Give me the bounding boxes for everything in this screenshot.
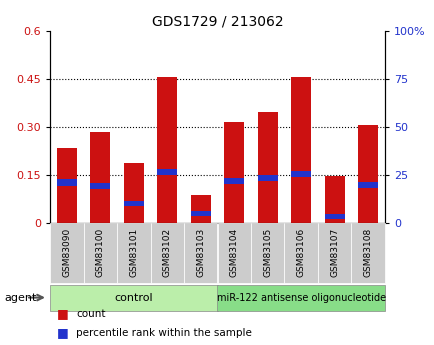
Bar	[56, 148, 77, 223]
Bar	[324, 214, 344, 219]
Bar	[190, 195, 210, 223]
Bar	[190, 211, 210, 216]
Bar	[123, 201, 144, 206]
Bar	[290, 170, 311, 177]
Text: GSM83107: GSM83107	[329, 228, 339, 277]
Bar	[257, 112, 277, 223]
Text: GSM83100: GSM83100	[95, 228, 105, 277]
Text: GSM83105: GSM83105	[263, 228, 272, 277]
Text: count: count	[76, 309, 105, 319]
Text: GSM83104: GSM83104	[229, 228, 238, 277]
Bar	[90, 183, 110, 189]
Bar	[90, 131, 110, 223]
Title: GDS1729 / 213062: GDS1729 / 213062	[151, 14, 283, 29]
Bar	[157, 169, 177, 175]
Text: GSM83102: GSM83102	[162, 228, 171, 277]
Bar	[157, 77, 177, 223]
Bar	[123, 164, 144, 223]
Bar	[224, 178, 244, 184]
Text: ■: ■	[56, 326, 68, 339]
Bar	[56, 179, 77, 186]
Bar	[324, 176, 344, 223]
Bar	[257, 175, 277, 181]
Text: GSM83106: GSM83106	[296, 228, 305, 277]
Text: miR-122 antisense oligonucleotide: miR-122 antisense oligonucleotide	[216, 293, 385, 303]
Text: GSM83103: GSM83103	[196, 228, 205, 277]
Text: control: control	[114, 293, 153, 303]
Bar	[290, 77, 311, 223]
Text: GSM83108: GSM83108	[363, 228, 372, 277]
Text: ■: ■	[56, 307, 68, 321]
Bar	[357, 182, 378, 188]
Text: GSM83101: GSM83101	[129, 228, 138, 277]
Text: percentile rank within the sample: percentile rank within the sample	[76, 328, 251, 338]
Bar	[357, 125, 378, 223]
Text: agent: agent	[4, 293, 36, 303]
Bar	[224, 122, 244, 223]
Text: GSM83090: GSM83090	[62, 228, 71, 277]
